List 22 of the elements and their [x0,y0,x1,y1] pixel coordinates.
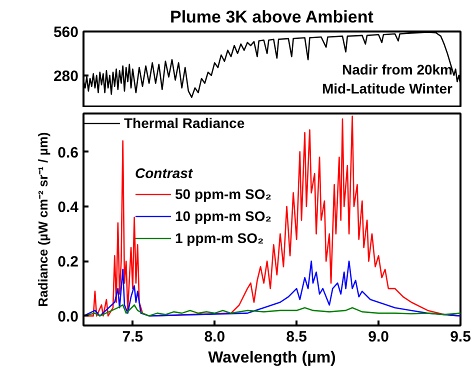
y-tick-label: 0.2 [58,254,79,271]
x-tick-label: 7.5 [122,328,144,346]
legend-title: Contrast [135,165,194,181]
x-tick-label: 8.0 [204,328,226,346]
x-tick-label: 9.0 [368,328,389,346]
y-tick-label: 560 [53,24,79,41]
legend-label: Thermal Radiance [124,114,245,132]
y-tick-label: 0.6 [58,144,79,162]
annotation: Mid-Latitude Winter [322,80,454,96]
line-series [84,260,460,317]
annotation: Nadir from 20km [342,62,452,78]
x-tick-label: 8.5 [286,328,308,346]
chart-title: Plume 3K above Ambient [170,8,374,26]
y-tick-label: 280 [53,68,79,85]
legend-label: 50 ppm-m SO₂ [175,185,272,203]
x-axis-title: Wavelength (µm) [208,350,336,366]
legend-label: 1 ppm-m SO₂ [175,229,264,247]
y-tick-label: 0.0 [58,308,79,326]
legend-label: 10 ppm-m SO₂ [175,207,272,225]
x-tick-label: 9.5 [450,328,471,346]
y-tick-label: 0.4 [58,199,80,216]
y-axis-title: Radiance (µW cm⁻² sr⁻¹ / µm) [36,132,51,307]
